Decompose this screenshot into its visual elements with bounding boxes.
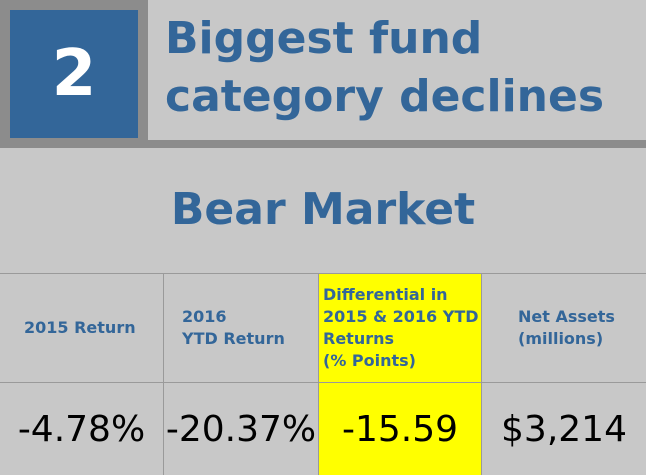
page-title: Biggest fund category declines [165,13,605,122]
rank-number: 2 [10,10,138,138]
column-divider [163,274,164,475]
header-2015-return: 2015 Return [24,318,136,337]
value-differential: -15.59 [341,408,459,450]
returns-table: 2015 Return 2016 YTD Return Differential… [0,274,646,475]
column-divider [481,274,482,475]
header-2016-ytd-return: 2016 YTD Return [182,307,285,348]
column-divider [318,274,319,475]
value-2015-return: -4.78% [17,408,146,450]
header-differential: Differential in 2015 & 2016 YTD Returns … [323,285,479,370]
category-title: Bear Market [170,184,476,235]
header-banner: 2 Biggest fund category declines [0,0,646,148]
header-divider [0,140,646,148]
value-net-assets: $3,214 [501,408,627,450]
value-2016-ytd-return: -20.37% [165,408,317,450]
table-top-divider [0,273,646,274]
header-net-assets: Net Assets (millions) [518,307,615,348]
highlight-column [319,274,481,475]
row-divider [0,382,646,383]
rank-frame: 2 [0,0,148,146]
